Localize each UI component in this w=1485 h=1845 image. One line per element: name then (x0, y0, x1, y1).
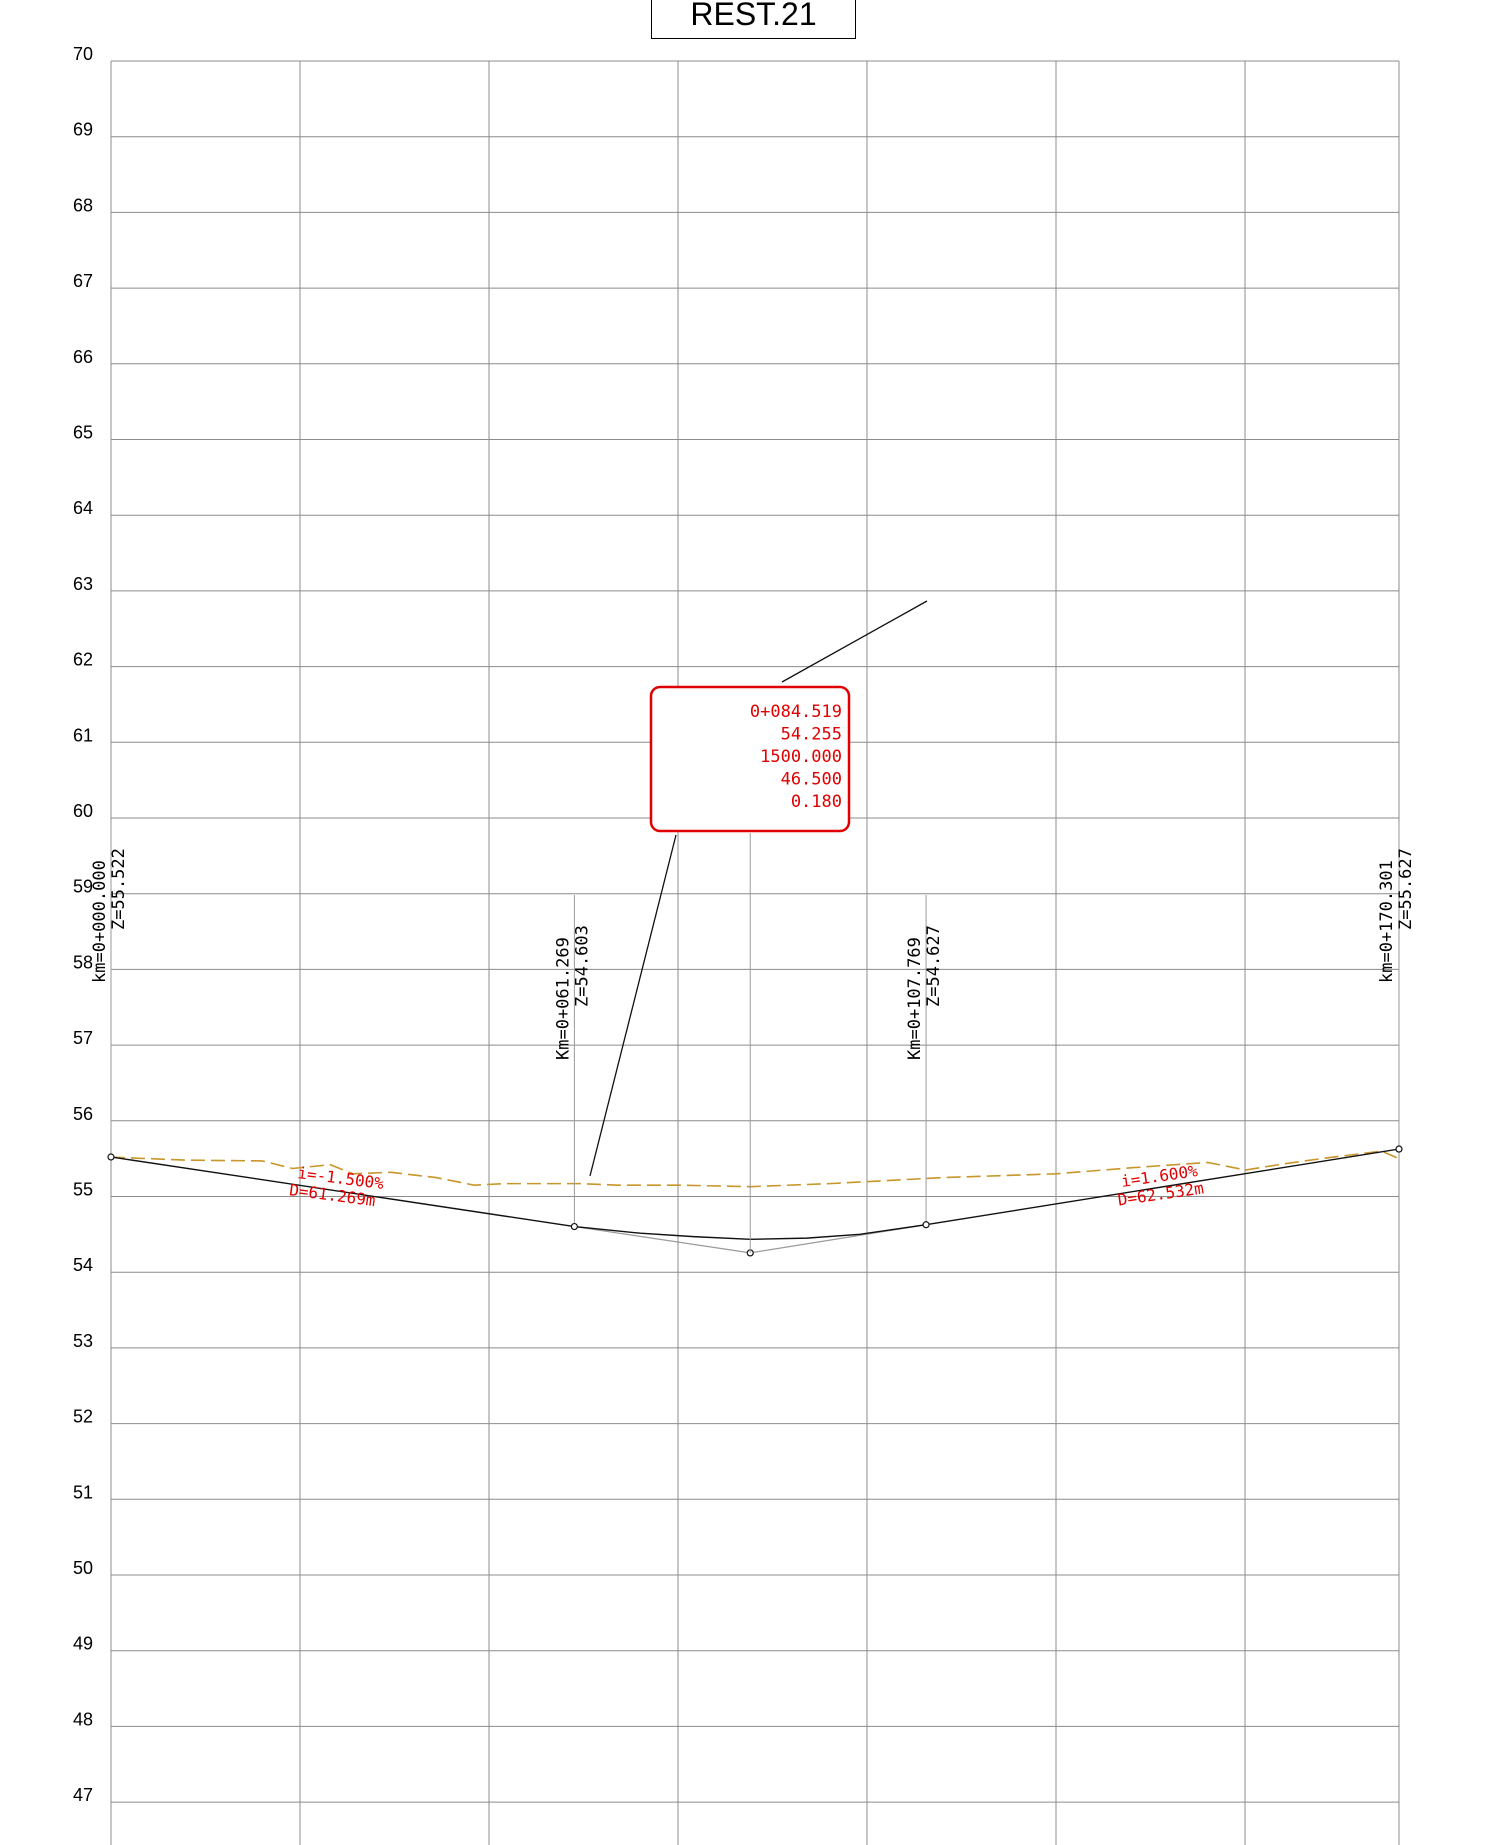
series-line-terrain (110, 1150, 1400, 1188)
y-tick-label: 61 (73, 725, 93, 745)
vertex-marker (922, 1221, 930, 1229)
vertex-km-label: Km=0+061.269 (553, 937, 573, 1060)
curve-box-value: 1500.000 (760, 747, 842, 767)
vertex-z-label: Z=55.627 (1396, 848, 1416, 930)
y-tick-label: 51 (73, 1482, 93, 1502)
curve-box-leader-upper (781, 600, 928, 683)
vertex-marker (570, 1222, 578, 1231)
y-tick-label: 60 (73, 801, 93, 821)
vertex-marker (107, 1153, 115, 1161)
vertex-km-label: Km=0+107.769 (905, 937, 925, 1060)
y-tick-label: 64 (73, 498, 93, 518)
vertex-z-label: Z=54.627 (924, 925, 944, 1007)
curve-box-leader-lower (589, 834, 677, 1177)
y-tick-label: 68 (73, 195, 93, 215)
y-tick-label: 53 (73, 1331, 93, 1351)
curve-box-value: 0.180 (791, 792, 842, 812)
y-tick-label: 67 (73, 271, 93, 291)
y-tick-label: 49 (73, 1634, 93, 1654)
y-tick-label: 66 (73, 347, 93, 367)
y-tick-label: 59 (73, 877, 93, 897)
vertex-marker (1395, 1145, 1403, 1153)
y-tick-label: 54 (73, 1255, 93, 1275)
y-tick-label: 63 (73, 574, 93, 594)
vertex-z-label: Z=54.603 (572, 925, 592, 1007)
y-tick-label: 50 (73, 1558, 93, 1578)
y-tick-label: 56 (73, 1104, 93, 1124)
y-tick-label: 65 (73, 423, 93, 443)
vertex-km-label: km=0+000.000 (90, 860, 110, 983)
y-tick-label: 70 (73, 44, 93, 64)
vertex-z-label: Z=55.522 (109, 848, 129, 930)
y-tick-label: 55 (73, 1180, 93, 1200)
y-tick-label: 52 (73, 1407, 93, 1427)
y-tick-label: 58 (73, 952, 93, 972)
vertex-km-label: km=0+170.301 (1377, 860, 1397, 983)
curve-box-value: 46.500 (781, 770, 842, 790)
curve-box-value: 0+084.519 (750, 702, 842, 722)
chart-title: REST.21 (651, 0, 856, 39)
y-tick-label: 69 (73, 120, 93, 140)
y-tick-label: 48 (73, 1709, 93, 1729)
y-tick-label: 47 (73, 1785, 93, 1805)
y-tick-label: 62 (73, 650, 93, 670)
curve-box-value: 54.255 (781, 725, 842, 745)
y-tick-label: 57 (73, 1028, 93, 1048)
curve-data-box (649, 685, 851, 833)
